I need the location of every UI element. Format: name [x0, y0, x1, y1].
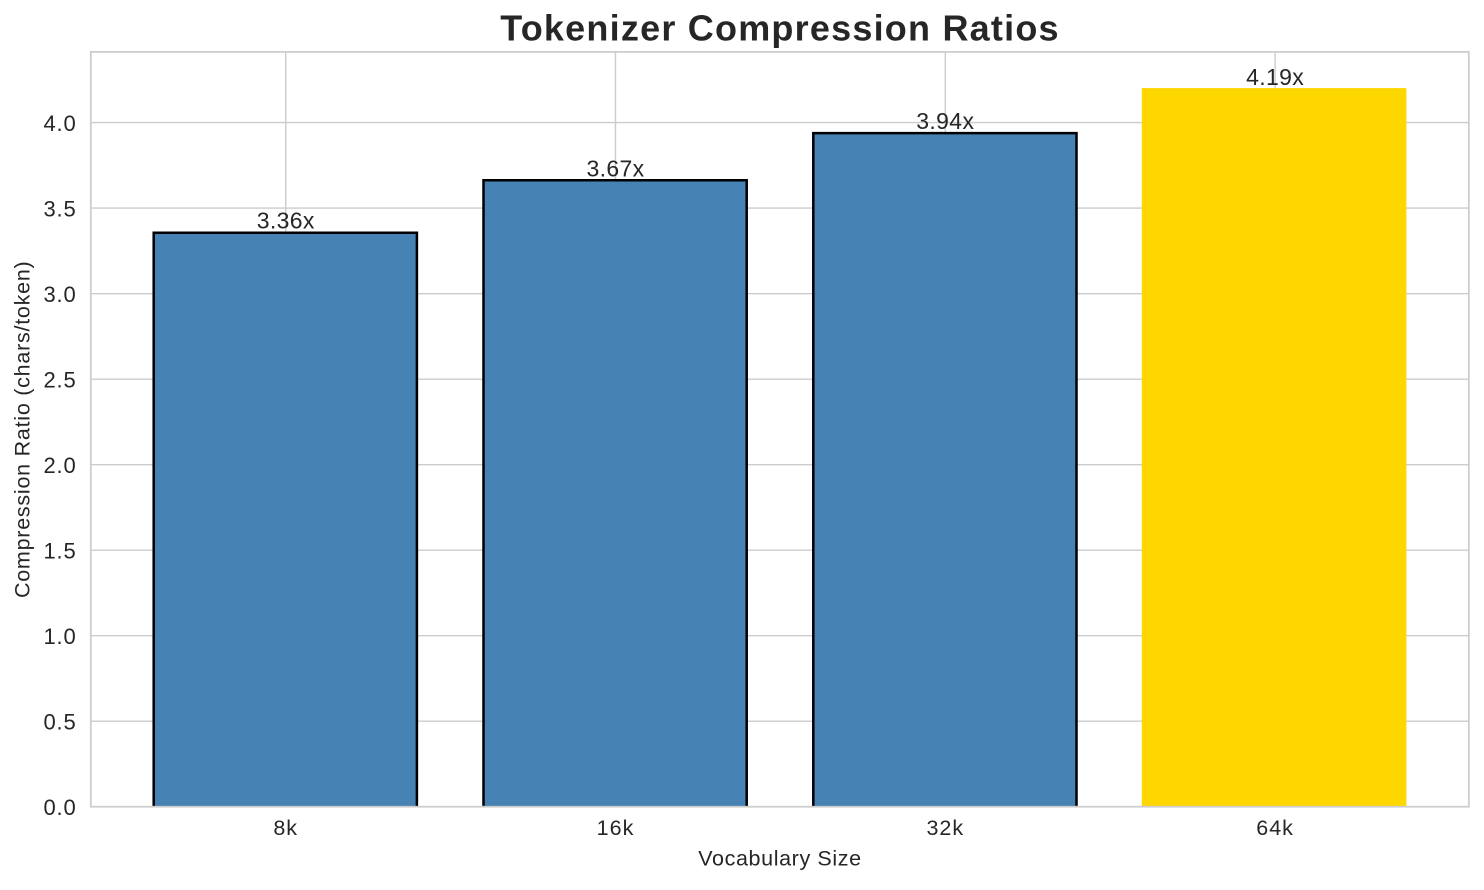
svg-text:1.0: 1.0 — [44, 624, 77, 649]
svg-text:3.67x: 3.67x — [586, 155, 644, 181]
svg-text:1.5: 1.5 — [44, 538, 77, 563]
svg-text:Compression Ratio (chars/token: Compression Ratio (chars/token) — [10, 261, 34, 599]
svg-text:4.0: 4.0 — [44, 111, 77, 136]
svg-text:Tokenizer Compression Ratios: Tokenizer Compression Ratios — [500, 8, 1060, 49]
svg-text:4.19x: 4.19x — [1246, 64, 1304, 90]
svg-text:3.5: 3.5 — [44, 196, 77, 221]
svg-text:8k: 8k — [273, 816, 298, 840]
svg-text:32k: 32k — [926, 816, 964, 840]
svg-text:0.5: 0.5 — [44, 709, 77, 734]
svg-text:3.94x: 3.94x — [916, 108, 974, 134]
svg-text:64k: 64k — [1256, 816, 1294, 840]
svg-text:2.5: 2.5 — [44, 367, 77, 392]
svg-text:16k: 16k — [597, 816, 635, 840]
svg-text:3.0: 3.0 — [44, 282, 77, 307]
svg-text:2.0: 2.0 — [44, 453, 77, 478]
svg-text:3.36x: 3.36x — [257, 208, 315, 234]
svg-text:Vocabulary Size: Vocabulary Size — [698, 847, 861, 871]
svg-text:0.0: 0.0 — [44, 795, 77, 820]
